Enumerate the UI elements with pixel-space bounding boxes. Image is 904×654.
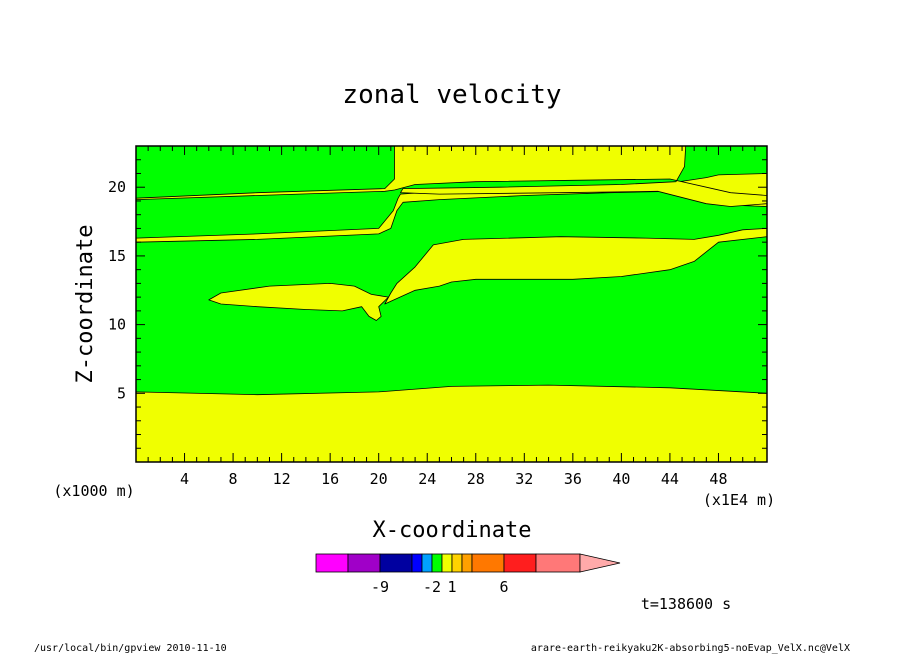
colorbar-segment (471, 553, 505, 573)
y-tick-label: 15 (108, 247, 126, 265)
colorbar-segment (461, 553, 473, 573)
x-tick-label: 44 (661, 470, 679, 488)
source-label: arare-earth-reikyaku2K-absorbing5-noEvap… (531, 643, 850, 654)
colorbar-segment (347, 553, 381, 573)
colorbar-label: 1 (447, 578, 456, 596)
x-tick-label: 20 (370, 470, 388, 488)
colorbar-segment (379, 553, 413, 573)
y-axis-label: Z-coordinate (73, 225, 98, 384)
colorbar-segment (431, 553, 443, 573)
program-label: /usr/local/bin/gpview 2010-11-10 (34, 643, 227, 654)
x-tick-label: 32 (515, 470, 533, 488)
colorbar-segment (411, 553, 423, 573)
colorbar-label: -2 (423, 578, 441, 596)
y-ticks: 5 10 15 20 (108, 159, 767, 449)
x-tick-label: 36 (564, 470, 582, 488)
x-axis-label: X-coordinate (373, 518, 532, 543)
colorbar-segment (503, 553, 537, 573)
colorbar-label: -9 (371, 578, 389, 596)
x-units-label: (x1E4 m) (703, 491, 775, 509)
colorbar-segment (421, 553, 433, 573)
x-tick-label: 4 (180, 470, 189, 488)
y-tick-label: 5 (117, 384, 126, 402)
x-tick-label: 40 (612, 470, 630, 488)
x-tick-label: 24 (418, 470, 436, 488)
colorbar-segment (451, 553, 463, 573)
y-units-label: (x1000 m) (53, 482, 134, 500)
region-lower-band (135, 384, 768, 463)
colorbar-arrow (579, 553, 621, 573)
y-tick-label: 10 (108, 316, 126, 334)
region-tongue (208, 282, 389, 321)
x-tick-label: 8 (229, 470, 238, 488)
colorbar-segment (441, 553, 453, 573)
colorbar-segment (535, 553, 581, 573)
x-tick-label: 16 (321, 470, 339, 488)
colorbar (315, 553, 621, 573)
x-tick-label: 48 (709, 470, 727, 488)
colorbar-labels: -9 -2 1 6 (371, 578, 509, 596)
x-tick-label: 28 (467, 470, 485, 488)
timestamp-label: t=138600 s (641, 595, 731, 613)
x-tick-label: 12 (273, 470, 291, 488)
colorbar-label: 6 (499, 578, 508, 596)
x-ticks: 4 8 12 16 20 24 28 32 36 40 44 48 (147, 146, 756, 488)
chart-title: zonal velocity (342, 80, 561, 110)
y-tick-label: 20 (108, 178, 126, 196)
colorbar-segment (315, 553, 349, 573)
